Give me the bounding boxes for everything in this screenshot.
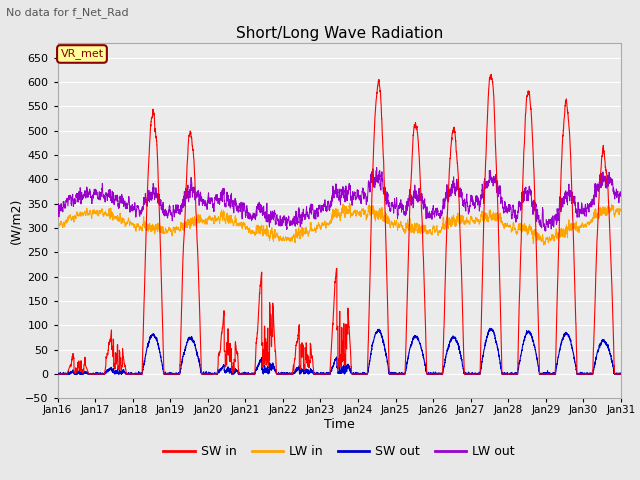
LW in — [540, 242, 547, 248]
LW out — [155, 198, 163, 204]
SW out — [466, 371, 474, 377]
LW out — [466, 206, 474, 212]
Line: LW in: LW in — [58, 203, 621, 245]
LW out — [617, 190, 625, 196]
SW out — [54, 371, 61, 376]
SW in — [318, 371, 326, 377]
LW out — [435, 211, 442, 216]
SW in — [155, 193, 163, 199]
Legend: SW in, LW in, SW out, LW out: SW in, LW in, SW out, LW out — [158, 440, 520, 463]
Y-axis label: (W/m2): (W/m2) — [10, 198, 22, 244]
LW in — [617, 208, 625, 214]
Text: VR_met: VR_met — [60, 48, 104, 60]
SW in — [498, 350, 506, 356]
LW out — [498, 195, 506, 201]
LW out — [616, 189, 624, 194]
Line: SW out: SW out — [58, 328, 621, 374]
LW in — [318, 221, 326, 227]
LW out — [541, 228, 549, 234]
SW in — [616, 371, 624, 377]
SW in — [617, 371, 625, 377]
SW out — [435, 370, 442, 376]
LW in — [346, 200, 353, 206]
LW in — [155, 227, 163, 232]
SW in — [435, 371, 442, 377]
SW out — [155, 346, 163, 352]
LW in — [498, 219, 506, 225]
X-axis label: Time: Time — [324, 418, 355, 431]
Text: No data for f_Net_Rad: No data for f_Net_Rad — [6, 7, 129, 18]
SW out — [319, 371, 326, 376]
LW out — [318, 204, 326, 210]
Title: Short/Long Wave Radiation: Short/Long Wave Radiation — [236, 25, 443, 41]
LW in — [466, 221, 474, 227]
SW in — [54, 371, 61, 377]
Line: LW out: LW out — [58, 168, 621, 231]
SW in — [487, 72, 495, 77]
SW out — [486, 325, 494, 331]
LW out — [373, 165, 381, 170]
SW out — [616, 371, 624, 376]
LW out — [54, 207, 61, 213]
SW in — [465, 371, 473, 377]
Line: SW in: SW in — [58, 74, 621, 374]
LW in — [616, 206, 624, 212]
SW out — [617, 371, 625, 377]
SW out — [498, 369, 506, 374]
LW in — [54, 223, 61, 229]
LW in — [435, 229, 442, 235]
SW out — [54, 371, 62, 377]
